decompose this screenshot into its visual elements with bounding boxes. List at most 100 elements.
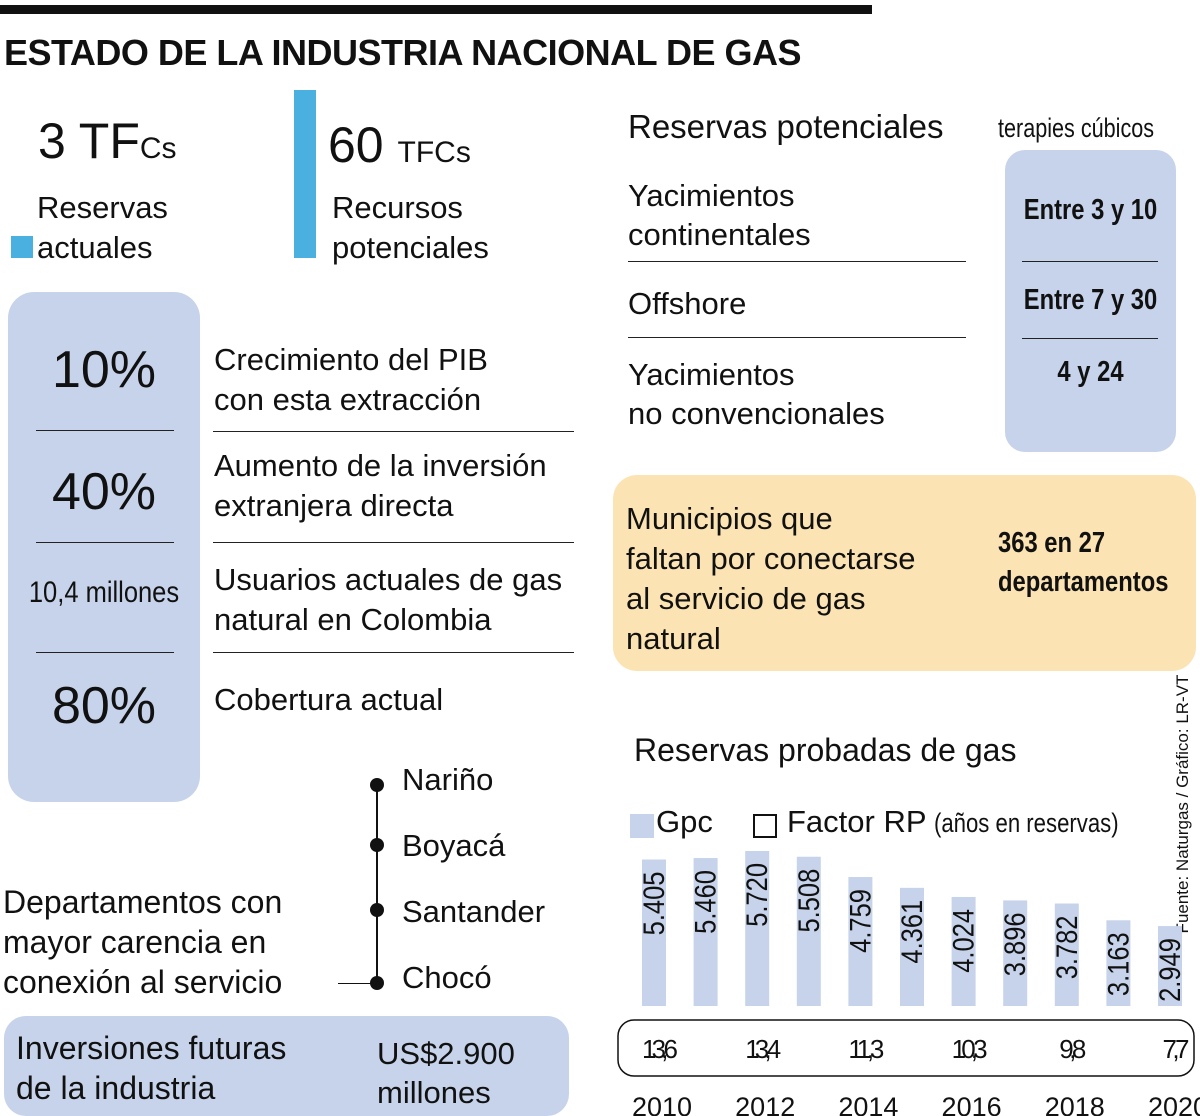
reserve-row-unconventional-2: no convencionales	[628, 396, 885, 431]
bar-label-2017: 3.896	[998, 912, 1031, 976]
reserve-row-continental-1: Yacimientos	[628, 178, 795, 213]
bar-labels-group: 5.405 5.460 5.720 5.508 4.759 4.361 4.024 3.896…	[637, 863, 1186, 1002]
municipalities-text-3: al servicio de gas	[626, 581, 866, 616]
legend-gpc-label: Gpc	[656, 804, 713, 839]
department-narino: Nariño	[402, 762, 494, 797]
municipalities-panel	[613, 475, 1196, 671]
departments-heading-1: Departamentos con	[3, 884, 283, 920]
departments-line	[376, 785, 378, 983]
bar-2015	[900, 887, 924, 1006]
investment-label-2: de la industria	[16, 1070, 216, 1106]
department-santander: Santander	[402, 894, 546, 929]
bar-label-2018: 3.782	[1050, 916, 1083, 980]
reserve-value-continental: Entre 3 y 10	[1023, 194, 1158, 226]
bar-2017	[1003, 900, 1028, 1006]
stat-desc-users-1: Usuarios actuales de gas	[214, 562, 563, 597]
stats-divider-left-3	[36, 652, 174, 653]
reserve-value-offshore: Entre 7 y 30	[1023, 284, 1158, 316]
investment-value-1: US$2.900	[377, 1036, 515, 1071]
x-tick-2012: 2012	[735, 1092, 795, 1116]
department-dot-choco	[370, 976, 384, 990]
chart-title: Reservas probadas de gas	[634, 732, 1017, 768]
reserve-row-continental-2: continentales	[628, 217, 811, 252]
stats-divider-left-2	[36, 542, 174, 543]
potential-resources-number: 60	[328, 117, 384, 173]
bar-label-2016: 4.024	[947, 909, 980, 973]
bars-group	[642, 851, 1182, 1006]
x-tick-labels-group: 2010 2012 2014 2016 2018 2020	[632, 1092, 1200, 1116]
stat-value-fdi: 40%	[51, 463, 157, 521]
x-tick-2014: 2014	[838, 1092, 898, 1116]
potential-reserves-values-panel	[1005, 150, 1176, 452]
factor-rp-labels-group: 13,6 13,4 11,3 10,3 9,8 7,7	[642, 1034, 1190, 1064]
stat-desc-users-2: natural en Colombia	[214, 602, 492, 637]
page-title: ESTADO DE LA INDUSTRIA NACIONAL DE GAS	[4, 32, 802, 73]
factor-rp-2012: 13,4	[745, 1034, 781, 1064]
department-boyaca: Boyacá	[402, 828, 506, 863]
reserve-row-offshore: Offshore	[628, 286, 747, 321]
stat-desc-fdi-2: extranjera directa	[214, 488, 454, 523]
investment-panel	[4, 1016, 569, 1116]
factor-rp-2018: 9,8	[1059, 1034, 1086, 1064]
bar-label-2014: 4.759	[843, 889, 876, 953]
reserves-divider-2	[628, 337, 966, 338]
current-reserves-label-2: actuales	[37, 230, 153, 265]
legend-rp-marker	[753, 814, 777, 838]
factor-rp-2010: 13,6	[642, 1034, 678, 1064]
investment-value-2: millones	[377, 1075, 491, 1110]
factor-rp-strip	[617, 1019, 1195, 1077]
stats-divider-right-2	[213, 542, 574, 543]
bar-label-2013: 5.508	[792, 869, 825, 933]
departments-heading-3: conexión al servicio	[3, 964, 283, 1000]
potential-resources-label-2: potenciales	[332, 230, 489, 265]
department-dot-narino	[370, 778, 384, 792]
departments-heading-2: mayor carencia en	[3, 924, 267, 960]
stat-desc-coverage: Cobertura actual	[214, 682, 444, 717]
bar-label-2012: 5.720	[740, 863, 773, 927]
department-choco: Chocó	[402, 960, 492, 995]
bar-2016	[951, 896, 976, 1006]
bar-label-2010: 5.405	[637, 872, 670, 936]
municipalities-value-2: departamentos	[998, 566, 1169, 598]
stat-value-coverage: 80%	[51, 677, 157, 735]
investment-label: Inversiones futuras de la industria	[16, 1028, 286, 1108]
potential-resources-label-1: Recursos	[332, 190, 463, 225]
stats-panel	[8, 292, 200, 802]
bar-2019	[1106, 920, 1131, 1006]
stat-desc-gdp-2: con esta extracción	[214, 382, 482, 417]
x-tick-2020: 2020	[1148, 1092, 1200, 1116]
department-dot-boyaca	[370, 838, 384, 852]
municipalities-text-1: Municipios que	[626, 501, 833, 536]
municipalities-text-4: natural	[626, 621, 721, 656]
stat-desc-fdi-1: Aumento de la inversión	[214, 448, 547, 483]
bar-2012	[745, 851, 770, 1006]
potential-reserves-unit: terapies cúbicos	[998, 113, 1155, 143]
factor-rp-2016: 10,3	[952, 1034, 988, 1064]
bar-label-2020: 2.949	[1153, 938, 1186, 1002]
bar-2018	[1054, 903, 1079, 1006]
current-reserves-number: 3 TF	[38, 113, 140, 169]
stats-divider-right-3	[213, 652, 574, 653]
x-tick-2010: 2010	[632, 1092, 692, 1116]
current-reserves-label-1: Reservas	[37, 190, 168, 225]
municipalities-text-2: faltan por conectarse	[626, 541, 916, 576]
reserves-value-divider-2	[1022, 338, 1158, 339]
stat-value-users: 10,4 millones	[28, 576, 180, 609]
stat-desc-gdp-1: Crecimiento del PIB	[214, 342, 488, 377]
x-tick-2018: 2018	[1045, 1092, 1105, 1116]
bar-2014	[848, 877, 873, 1006]
potential-resources-unit: TFCs	[397, 136, 471, 169]
investment-label-1: Inversiones futuras	[16, 1030, 287, 1066]
bar-2010	[642, 859, 666, 1006]
legend-rp-note: (años en reservas)	[934, 808, 1119, 838]
potential-reserves-heading: Reservas potenciales	[628, 108, 944, 145]
current-reserves-value: 3 TFCs	[38, 112, 177, 170]
reserve-row-unconventional-1: Yacimientos	[628, 357, 795, 392]
legend-rp-label: Factor RP	[787, 804, 927, 839]
current-reserves-unit: Cs	[139, 132, 177, 165]
departments-connector	[338, 983, 378, 984]
department-dot-santander	[370, 903, 384, 917]
departments-heading: Departamentos con mayor carencia en cone…	[3, 882, 282, 1002]
stats-divider-left-1	[36, 430, 174, 431]
